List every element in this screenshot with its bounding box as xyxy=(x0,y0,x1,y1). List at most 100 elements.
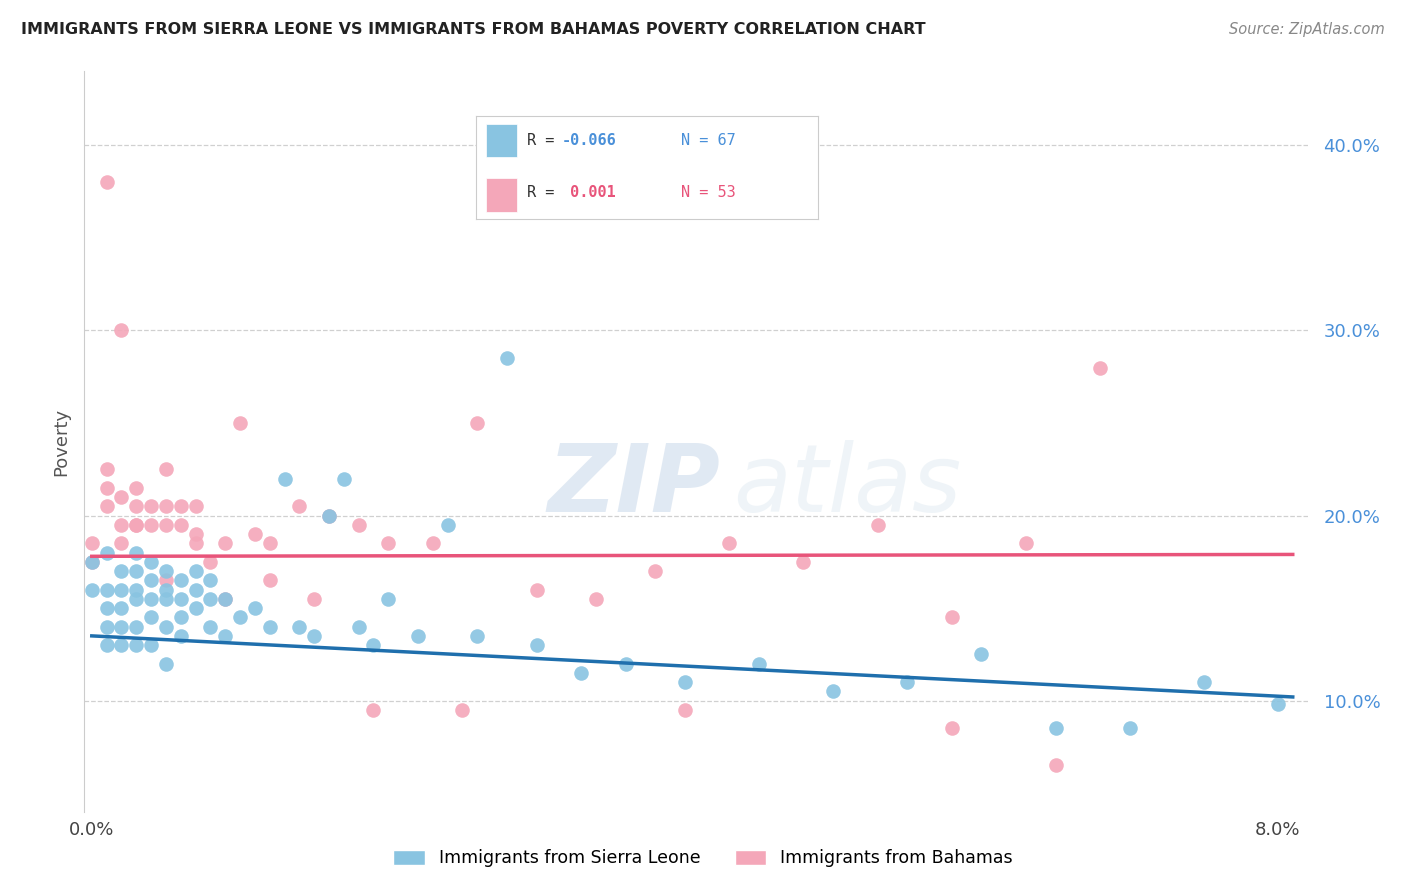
Point xyxy=(125,564,148,578)
Point xyxy=(496,351,519,366)
Point xyxy=(155,657,177,671)
Point xyxy=(184,582,207,597)
Point xyxy=(125,481,148,495)
Point xyxy=(941,610,963,624)
Point xyxy=(569,665,592,680)
Point xyxy=(184,601,207,615)
Point xyxy=(170,591,193,606)
Point xyxy=(214,629,236,643)
Point xyxy=(200,574,222,588)
Point xyxy=(302,629,325,643)
Point xyxy=(302,591,325,606)
Point xyxy=(318,508,340,523)
Point xyxy=(347,619,370,633)
Point xyxy=(110,517,132,532)
Point xyxy=(125,638,148,652)
Point xyxy=(184,564,207,578)
Point xyxy=(1088,360,1111,375)
Point xyxy=(288,619,311,633)
Point xyxy=(96,546,118,560)
Point xyxy=(363,703,385,717)
Point xyxy=(170,517,193,532)
Point xyxy=(184,536,207,550)
Point xyxy=(422,536,444,550)
Point xyxy=(110,638,132,652)
Point xyxy=(125,546,148,560)
Point xyxy=(214,536,236,550)
Point xyxy=(718,536,741,550)
Point xyxy=(139,574,162,588)
Point xyxy=(110,536,132,550)
Point xyxy=(96,462,118,476)
Point xyxy=(823,684,845,698)
Point xyxy=(1045,722,1067,736)
Point xyxy=(110,619,132,633)
Point xyxy=(110,582,132,597)
Point xyxy=(96,481,118,495)
Point xyxy=(96,582,118,597)
Point xyxy=(363,638,385,652)
Point xyxy=(896,675,918,690)
Point xyxy=(200,591,222,606)
Point xyxy=(333,471,356,485)
Point xyxy=(273,471,295,485)
Point xyxy=(214,591,236,606)
Point xyxy=(96,175,118,190)
Point xyxy=(80,555,103,569)
Point xyxy=(436,517,458,532)
Point xyxy=(139,500,162,514)
Point xyxy=(184,527,207,541)
Point xyxy=(184,500,207,514)
Point xyxy=(96,638,118,652)
Point xyxy=(1015,536,1038,550)
Point xyxy=(644,564,666,578)
Point xyxy=(139,610,162,624)
Point xyxy=(110,324,132,338)
Point xyxy=(170,500,193,514)
Point xyxy=(155,564,177,578)
Point xyxy=(125,619,148,633)
Point xyxy=(155,582,177,597)
Point xyxy=(96,601,118,615)
Point xyxy=(139,638,162,652)
Point xyxy=(259,536,281,550)
Point xyxy=(125,517,148,532)
Point xyxy=(155,500,177,514)
Point xyxy=(110,601,132,615)
Point xyxy=(866,517,889,532)
Legend: Immigrants from Sierra Leone, Immigrants from Bahamas: Immigrants from Sierra Leone, Immigrants… xyxy=(387,843,1019,874)
Point xyxy=(377,536,399,550)
Point xyxy=(155,462,177,476)
Point xyxy=(792,555,814,569)
Point xyxy=(451,703,474,717)
Point xyxy=(170,610,193,624)
Point xyxy=(155,591,177,606)
Point xyxy=(585,591,607,606)
Text: IMMIGRANTS FROM SIERRA LEONE VS IMMIGRANTS FROM BAHAMAS POVERTY CORRELATION CHAR: IMMIGRANTS FROM SIERRA LEONE VS IMMIGRAN… xyxy=(21,22,925,37)
Point xyxy=(614,657,637,671)
Point xyxy=(139,517,162,532)
Point xyxy=(970,648,993,662)
Point xyxy=(214,591,236,606)
Text: Source: ZipAtlas.com: Source: ZipAtlas.com xyxy=(1229,22,1385,37)
Point xyxy=(125,591,148,606)
Point xyxy=(941,722,963,736)
Point xyxy=(139,591,162,606)
Point xyxy=(139,555,162,569)
Point xyxy=(259,574,281,588)
Point xyxy=(110,564,132,578)
Point xyxy=(526,638,548,652)
Point xyxy=(200,555,222,569)
Point xyxy=(96,500,118,514)
Text: ZIP: ZIP xyxy=(547,440,720,532)
Point xyxy=(259,619,281,633)
Point xyxy=(155,574,177,588)
Point xyxy=(748,657,770,671)
Point xyxy=(200,619,222,633)
Point xyxy=(155,619,177,633)
Point xyxy=(673,703,696,717)
Point xyxy=(170,574,193,588)
Point xyxy=(229,610,252,624)
Point xyxy=(125,582,148,597)
Point xyxy=(155,517,177,532)
